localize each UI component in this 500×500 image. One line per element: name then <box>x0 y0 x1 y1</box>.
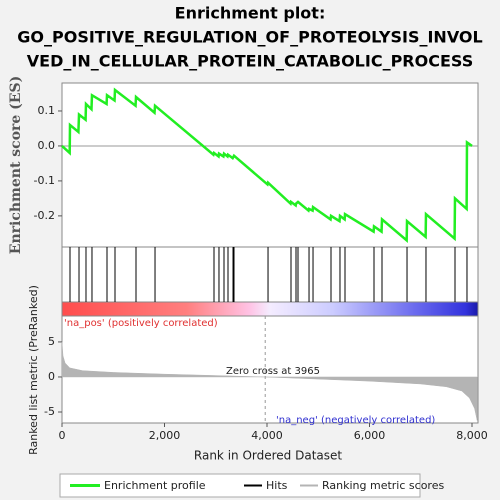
title-line: GO_POSITIVE_REGULATION_OF_PROTEOLYSIS_IN… <box>17 28 482 47</box>
neg-label: 'na_neg' (negatively correlated) <box>276 415 435 426</box>
enrichment-profile <box>61 87 473 244</box>
y-tick-label: 0.0 <box>38 139 56 152</box>
legend <box>59 473 421 498</box>
y2-tick-label: 5 <box>48 335 55 348</box>
zero-cross-label: Zero cross at 3965 <box>226 366 320 377</box>
legend-label: Ranking metric scores <box>322 479 444 492</box>
y-tick-label: -0.1 <box>34 174 55 187</box>
y-tick-label: -0.2 <box>34 209 55 222</box>
x-tick-label: 8,000 <box>456 429 488 442</box>
y2-axis-label: Ranked list metric (PreRanked) <box>27 285 40 455</box>
title-line: VED_IN_CELLULAR_PROTEIN_CATABOLIC_PROCES… <box>27 52 473 71</box>
title-line: Enrichment plot: <box>175 4 326 23</box>
legend-label: Enrichment profile <box>104 479 206 492</box>
metric-area <box>61 341 478 421</box>
y-tick-label: 0.1 <box>38 104 56 117</box>
legend-label: Hits <box>266 479 288 492</box>
x-tick-label: 6,000 <box>354 429 386 442</box>
x-tick-label: 0 <box>59 429 66 442</box>
plot-area <box>61 82 479 424</box>
y2-tick-label: -5 <box>44 405 55 418</box>
x-tick-label: 4,000 <box>251 429 283 442</box>
y-axis-label: Enrichment score (ES) <box>8 76 24 254</box>
rank-color-bar <box>61 301 479 317</box>
x-tick-label: 2,000 <box>149 429 181 442</box>
pos-label: 'na_pos' (positively correlated) <box>64 318 218 329</box>
y2-tick-label: 0 <box>48 370 55 383</box>
x-axis-label: Rank in Ordered Dataset <box>194 449 342 463</box>
